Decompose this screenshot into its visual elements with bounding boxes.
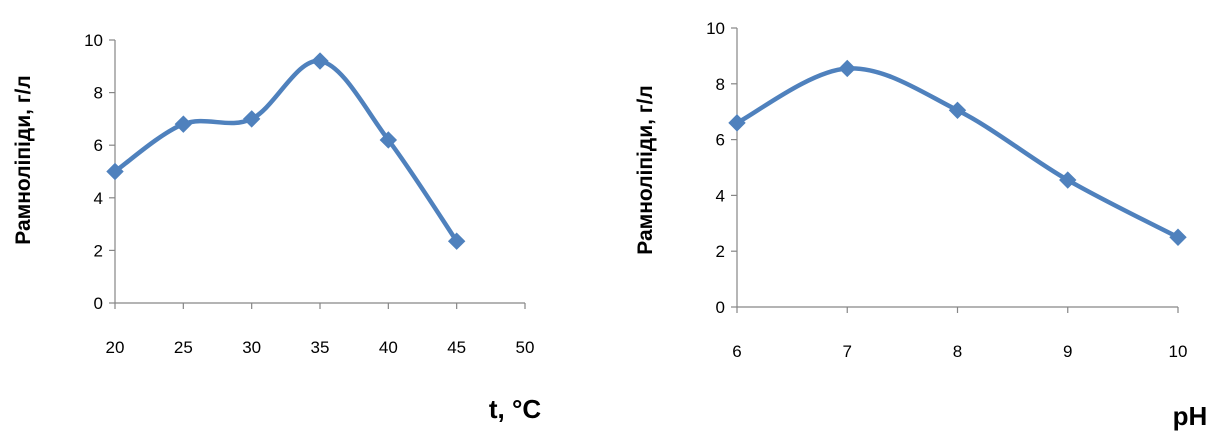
- y-tick-label: 2: [716, 242, 725, 261]
- x-tick-label: 50: [516, 338, 535, 357]
- x-tick-label: 30: [242, 338, 261, 357]
- y-tick-label: 2: [94, 241, 103, 260]
- data-point-marker: [447, 232, 466, 250]
- y-tick-label: 8: [94, 84, 103, 103]
- series-line: [112, 58, 459, 244]
- x-axis-title: t, °C: [489, 394, 542, 424]
- x-tick-label: 8: [953, 342, 962, 361]
- y-axis-title: Рамноліпіди, г/л: [12, 75, 35, 244]
- x-tick-label: 20: [106, 338, 125, 357]
- x-tick-label: 40: [379, 338, 398, 357]
- y-tick-label: 10: [84, 31, 103, 50]
- x-axis-title: pH: [1173, 401, 1208, 431]
- y-tick-label: 8: [716, 75, 725, 94]
- data-point-marker: [948, 101, 967, 120]
- data-point-marker: [1059, 171, 1077, 189]
- data-point-marker: [838, 59, 856, 78]
- data-point-marker: [728, 114, 746, 132]
- chart-1: 0 2 4 6 8 10 20 25 30 35 40 45 50 t, °C Рамноліпіди, г…: [12, 31, 541, 424]
- x-tick-label: 45: [447, 338, 466, 357]
- data-point-marker: [1169, 228, 1187, 246]
- data-point-marker: [242, 110, 261, 128]
- chart-2: 0 2 4 6 8 10 6 7 8 9 10 pH Рамноліпіди, г/л: [634, 19, 1207, 431]
- x-tick-label: 9: [1063, 342, 1072, 361]
- y-tick-label: 4: [94, 189, 103, 208]
- y-tick-label: 6: [716, 131, 725, 150]
- data-point-marker: [174, 115, 193, 133]
- x-tick-label: 6: [732, 342, 741, 361]
- y-tick-label: 4: [716, 186, 725, 205]
- data-point-marker: [106, 162, 124, 181]
- y-tick-label: 6: [94, 136, 103, 155]
- data-point-marker: [379, 131, 398, 149]
- y-tick-label: 10: [706, 19, 725, 38]
- x-tick-label: 35: [311, 338, 330, 357]
- x-tick-label: 25: [174, 338, 193, 357]
- x-tick-label: 10: [1169, 342, 1188, 361]
- data-point-marker: [311, 52, 329, 70]
- y-axis-title: Рамноліпіди, г/л: [634, 85, 657, 254]
- x-tick-label: 7: [843, 342, 852, 361]
- y-tick-label: 0: [94, 294, 103, 313]
- y-tick-label: 0: [716, 298, 725, 317]
- series-line: [734, 66, 1181, 240]
